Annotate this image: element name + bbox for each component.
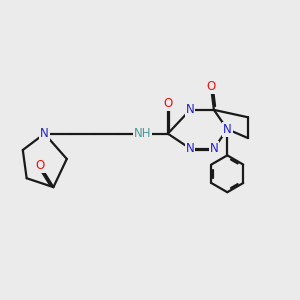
Text: N: N [186, 142, 194, 155]
Text: O: O [206, 80, 216, 93]
Text: N: N [186, 103, 194, 116]
Text: O: O [35, 159, 45, 172]
Text: NH: NH [134, 127, 151, 140]
Text: N: N [223, 123, 232, 136]
Text: N: N [40, 127, 49, 140]
Text: N: N [209, 142, 218, 155]
Text: O: O [163, 98, 172, 110]
